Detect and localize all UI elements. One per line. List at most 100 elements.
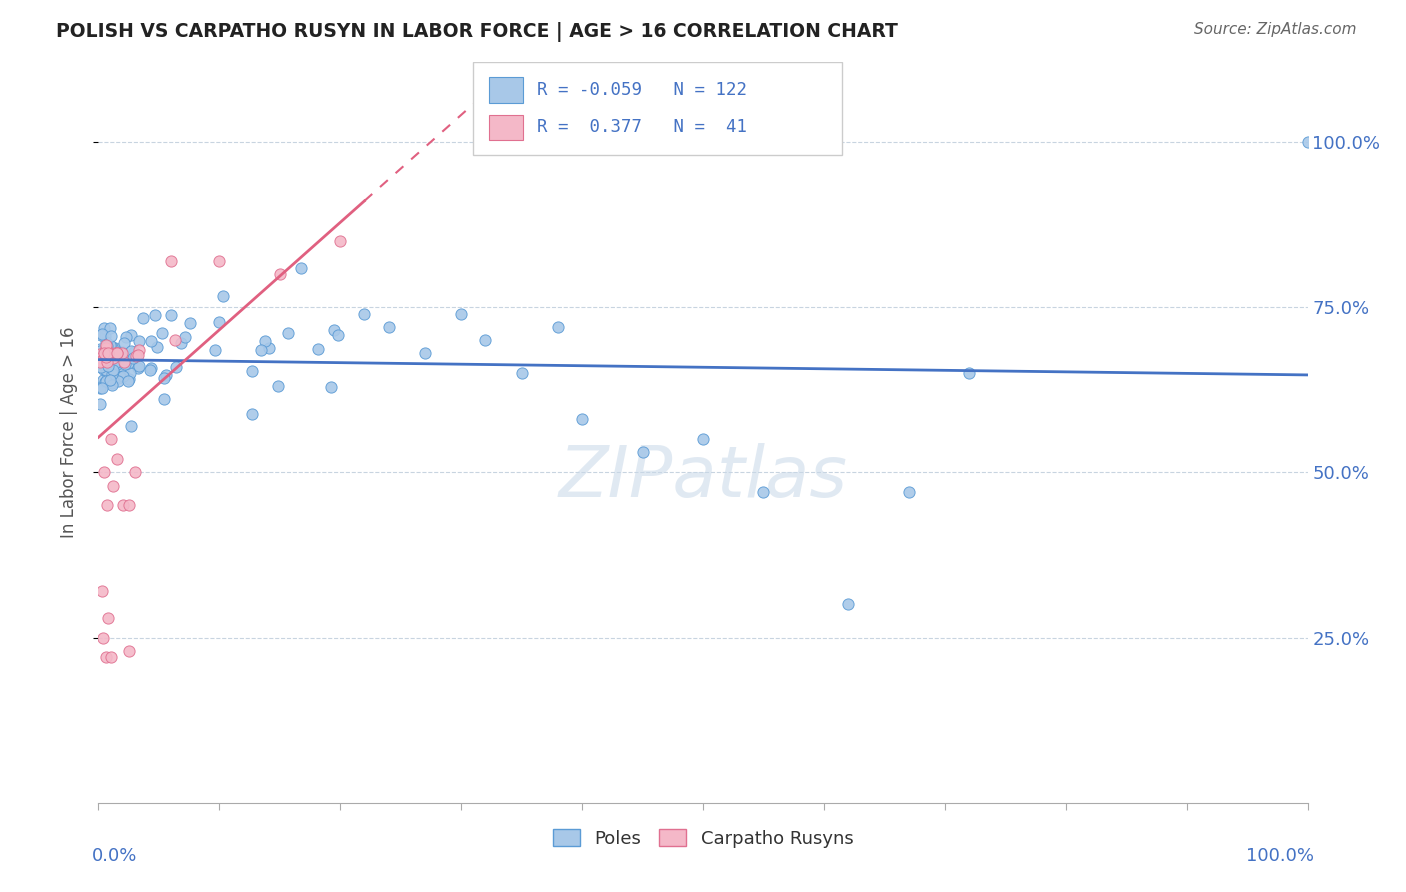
- Point: [257, 341, 280, 355]
- Point: [94, 350, 117, 364]
- Point: [323, 323, 346, 337]
- Text: R =  0.377   N =  41: R = 0.377 N = 41: [537, 119, 748, 136]
- FancyBboxPatch shape: [489, 78, 523, 103]
- Point: [120, 419, 142, 434]
- Point: [98, 338, 121, 352]
- Point: [160, 308, 183, 322]
- Point: [98, 337, 121, 351]
- Point: [266, 379, 288, 393]
- Point: [97, 346, 120, 360]
- Point: [170, 335, 193, 350]
- Point: [111, 499, 134, 513]
- Point: [115, 349, 138, 363]
- Point: [122, 345, 145, 359]
- Point: [117, 374, 139, 388]
- Point: [103, 351, 125, 365]
- Point: [89, 327, 111, 342]
- Point: [107, 374, 129, 388]
- Point: [89, 350, 111, 364]
- Point: [353, 307, 375, 321]
- Point: [124, 465, 146, 479]
- Point: [692, 432, 714, 446]
- Point: [103, 355, 125, 369]
- Point: [118, 499, 141, 513]
- Point: [128, 334, 150, 348]
- Point: [112, 354, 135, 368]
- Point: [111, 359, 134, 373]
- Point: [120, 343, 142, 358]
- Point: [307, 342, 329, 356]
- Point: [571, 412, 593, 426]
- Point: [93, 465, 115, 479]
- Point: [319, 380, 342, 394]
- Point: [96, 363, 118, 377]
- FancyBboxPatch shape: [474, 62, 842, 155]
- Point: [89, 356, 111, 370]
- Point: [105, 452, 128, 467]
- Point: [100, 328, 122, 343]
- Point: [152, 392, 174, 407]
- Point: [111, 345, 134, 359]
- Point: [631, 445, 654, 459]
- Text: R = -0.059   N = 122: R = -0.059 N = 122: [537, 81, 748, 99]
- Point: [101, 368, 124, 382]
- Point: [96, 352, 118, 367]
- Point: [254, 334, 277, 349]
- Point: [120, 366, 142, 380]
- Point: [93, 346, 115, 360]
- Point: [104, 364, 127, 378]
- Point: [97, 359, 120, 373]
- Point: [89, 343, 111, 357]
- Point: [96, 361, 118, 376]
- Point: [97, 362, 120, 376]
- Point: [98, 321, 121, 335]
- Point: [93, 358, 115, 372]
- Point: [96, 339, 118, 353]
- Point: [91, 584, 114, 599]
- Point: [94, 342, 117, 356]
- Point: [752, 485, 775, 500]
- Point: [105, 357, 128, 371]
- Text: 0.0%: 0.0%: [93, 847, 138, 865]
- Point: [91, 362, 114, 376]
- Point: [117, 372, 139, 386]
- Point: [240, 364, 263, 378]
- Point: [110, 370, 132, 384]
- Point: [91, 631, 114, 645]
- Point: [89, 355, 111, 369]
- Point: [97, 345, 120, 359]
- Point: [90, 381, 112, 395]
- Point: [101, 478, 124, 492]
- Point: [101, 346, 124, 360]
- Point: [290, 261, 312, 276]
- Point: [105, 346, 128, 360]
- Point: [103, 342, 125, 356]
- Point: [100, 432, 122, 446]
- Text: POLISH VS CARPATHO RUSYN IN LABOR FORCE | AGE > 16 CORRELATION CHART: POLISH VS CARPATHO RUSYN IN LABOR FORCE …: [56, 22, 898, 42]
- Point: [250, 343, 273, 358]
- Point: [89, 351, 111, 366]
- Point: [114, 357, 136, 371]
- Point: [112, 365, 135, 379]
- Point: [104, 346, 127, 360]
- Point: [96, 499, 118, 513]
- FancyBboxPatch shape: [489, 115, 523, 140]
- Legend: Poles, Carpatho Rusyns: Poles, Carpatho Rusyns: [544, 821, 862, 856]
- Point: [94, 329, 117, 343]
- Point: [100, 376, 122, 390]
- Point: [94, 338, 117, 352]
- Point: [152, 371, 174, 385]
- Text: 100.0%: 100.0%: [1246, 847, 1313, 865]
- Point: [98, 373, 121, 387]
- Point: [100, 650, 122, 665]
- Point: [105, 346, 128, 360]
- Point: [377, 319, 399, 334]
- Point: [326, 327, 349, 342]
- Text: Source: ZipAtlas.com: Source: ZipAtlas.com: [1194, 22, 1357, 37]
- Point: [240, 407, 263, 421]
- Point: [212, 289, 235, 303]
- Point: [510, 366, 533, 380]
- Point: [94, 334, 117, 349]
- Point: [277, 326, 299, 341]
- Point: [127, 361, 149, 376]
